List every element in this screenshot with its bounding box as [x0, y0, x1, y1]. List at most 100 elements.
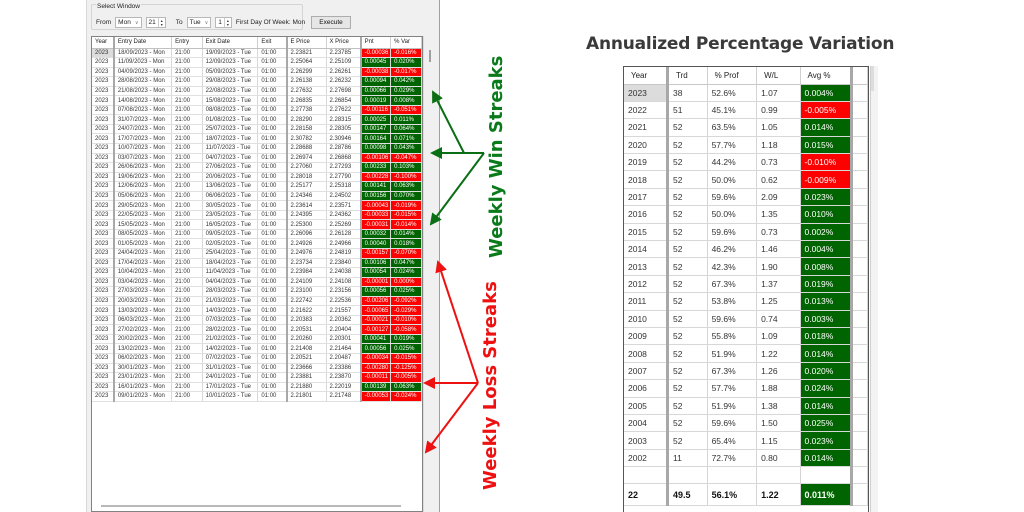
table-row[interactable]: 2023 03/04/2023 - Mon 21:00 04/04/2023 - Tu… — [92, 277, 422, 288]
table-row[interactable]: 2018 52 50.0% 0.62 -0.009% — [624, 170, 868, 189]
col-header-entry[interactable]: Entry — [171, 37, 203, 49]
col-header-var[interactable]: % Var — [390, 37, 422, 49]
table-row[interactable]: 2023 10/04/2023 - Mon 21:00 11/04/2023 - Tu… — [92, 267, 422, 278]
table-row[interactable]: 2015 52 59.6% 0.73 0.002% — [624, 223, 868, 242]
table-row[interactable]: 2016 52 50.0% 1.35 0.010% — [624, 205, 868, 224]
table-row[interactable]: 2023 14/08/2023 - Mon 21:00 15/08/2023 - Tu… — [92, 95, 422, 106]
table-row[interactable]: 2023 26/06/2023 - Mon 21:00 27/06/2023 - Tu… — [92, 162, 422, 173]
table-row[interactable]: 2023 04/09/2023 - Mon 21:00 05/09/2023 - Tu… — [92, 67, 422, 78]
table-row[interactable]: 2011 52 53.8% 1.25 0.013% — [624, 292, 868, 311]
table-row[interactable]: 2013 52 42.3% 1.90 0.008% — [624, 257, 868, 276]
table-row[interactable]: 2004 52 59.6% 1.50 0.025% — [624, 414, 868, 433]
vertical-scrollbar[interactable] — [423, 36, 435, 512]
spin-arrows-icon[interactable]: ▲ ▼ — [157, 18, 165, 27]
table-row[interactable]: 2023 06/03/2023 - Mon 21:00 07/03/2023 - Tu… — [92, 315, 422, 326]
table-row[interactable]: 2023 13/03/2023 - Mon 21:00 14/03/2023 - Tu… — [92, 305, 422, 316]
to-hour-stepper[interactable]: 1 ▲ ▼ — [215, 17, 232, 28]
exit-date-cell: 18/07/2023 - Tue — [202, 133, 259, 144]
table-row[interactable]: 2023 17/04/2023 - Mon 21:00 18/04/2023 - Tu… — [92, 258, 422, 269]
percent-profitable-cell: 51.9% — [707, 344, 758, 363]
entry-date-cell: 17/04/2023 - Mon — [113, 258, 173, 269]
col-header-wl[interactable]: W/L — [756, 67, 801, 85]
entry-price-cell: 2.22742 — [286, 296, 327, 307]
table-row[interactable]: 2023 12/06/2023 - Mon 21:00 13/06/2023 - Tu… — [92, 181, 422, 192]
table-row[interactable]: 2006 52 57.7% 1.88 0.024% — [624, 379, 868, 398]
table-row[interactable]: 2023 03/07/2023 - Mon 21:00 04/07/2023 - Tu… — [92, 153, 422, 164]
table-row[interactable]: 2023 07/08/2023 - Mon 21:00 08/08/2023 - Tu… — [92, 105, 422, 116]
percent-profitable-cell: 72.7% — [707, 449, 758, 468]
table-row[interactable]: 2023 11/09/2023 - Mon 21:00 12/09/2023 - Tu… — [92, 57, 422, 68]
col-header-entry-date[interactable]: Entry Date — [113, 37, 173, 49]
year-cell: 2019 — [624, 153, 669, 172]
table-row[interactable]: 2023 24/04/2023 - Mon 21:00 25/04/2023 - Tu… — [92, 248, 422, 259]
col-header-exit[interactable]: Exit — [257, 37, 288, 49]
table-row[interactable]: 2023 24/07/2023 - Mon 21:00 25/07/2023 - Tu… — [92, 124, 422, 135]
table-row[interactable]: 2014 52 46.2% 1.46 0.004% — [624, 240, 868, 259]
from-day-select[interactable]: Mon ∨ — [115, 17, 142, 28]
empty-row[interactable] — [624, 466, 868, 485]
table-row[interactable]: 2023 27/02/2023 - Mon 21:00 28/02/2023 - Tu… — [92, 324, 422, 335]
percent-var-cell: -0.051% — [390, 105, 422, 116]
col-header-exit-date[interactable]: Exit Date — [202, 37, 259, 49]
col-header-prof[interactable]: % Prof — [707, 67, 758, 85]
table-row[interactable]: 2023 27/03/2023 - Mon 21:00 28/03/2023 - Tu… — [92, 286, 422, 297]
table-row[interactable]: 2023 22/05/2023 - Mon 21:00 23/05/2023 - Tu… — [92, 210, 422, 221]
table-row[interactable]: 2023 20/02/2023 - Mon 21:00 21/02/2023 - Tu… — [92, 334, 422, 345]
table-row[interactable]: 2020 52 57.7% 1.18 0.015% — [624, 136, 868, 155]
table-row[interactable]: 2023 20/03/2023 - Mon 21:00 21/03/2023 - Tu… — [92, 296, 422, 307]
table-row[interactable]: 2023 05/06/2023 - Mon 21:00 06/06/2023 - Tu… — [92, 191, 422, 202]
col-header-e-price[interactable]: E Price — [286, 37, 327, 49]
table-row[interactable]: 2023 18/09/2023 - Mon 21:00 19/09/2023 - Tu… — [92, 48, 422, 59]
table-row[interactable]: 2002 11 72.7% 0.80 0.014% — [624, 449, 868, 468]
table-row[interactable]: 2009 52 55.8% 1.09 0.018% — [624, 327, 868, 346]
win-loss-cell: 2.09 — [756, 188, 801, 207]
table-row[interactable]: 2017 52 59.6% 2.09 0.023% — [624, 188, 868, 207]
scrollbar-thumb[interactable] — [429, 50, 431, 62]
table-row[interactable]: 2023 10/07/2023 - Mon 21:00 11/07/2023 - Tu… — [92, 143, 422, 154]
table-row[interactable]: 2023 19/06/2023 - Mon 21:00 20/06/2023 - Tu… — [92, 172, 422, 183]
col-header-pnt[interactable]: Pnt — [360, 37, 392, 49]
to-day-select[interactable]: Tue ∨ — [186, 17, 212, 28]
totals-row[interactable]: 22 49.5 56.1% 1.22 0.011% — [624, 483, 868, 507]
table-row[interactable]: 2023 06/02/2023 - Mon 21:00 07/02/2023 - Tu… — [92, 353, 422, 364]
execute-button[interactable]: Execute — [311, 16, 351, 29]
table-row[interactable]: 2023 30/01/2023 - Mon 21:00 31/01/2023 - Tu… — [92, 363, 422, 374]
col-header-x-price[interactable]: X Price — [326, 37, 362, 49]
table-row[interactable]: 2023 16/01/2023 - Mon 21:00 17/01/2023 - Tu… — [92, 382, 422, 393]
spin-arrows-icon[interactable]: ▲ ▼ — [223, 18, 231, 27]
table-row[interactable]: 2023 17/07/2023 - Mon 21:00 18/07/2023 - Tu… — [92, 133, 422, 144]
col-header-trd[interactable]: Trd — [667, 67, 708, 85]
horizontal-scrollbar[interactable] — [101, 505, 401, 507]
table-row[interactable]: 2012 52 67.3% 1.37 0.019% — [624, 275, 868, 294]
table-row[interactable]: 2021 52 63.5% 1.05 0.014% — [624, 118, 868, 137]
year-cell: 2023 — [92, 67, 115, 78]
annual-scrollbar[interactable] — [870, 66, 878, 512]
table-row[interactable]: 2023 21/08/2023 - Mon 21:00 22/08/2023 - Tu… — [92, 86, 422, 97]
table-row[interactable]: 2023 13/02/2023 - Mon 21:00 14/02/2023 - Tu… — [92, 343, 422, 354]
table-row[interactable]: 2003 52 65.4% 1.15 0.023% — [624, 431, 868, 450]
col-header-year[interactable]: Year — [624, 67, 669, 85]
table-row[interactable]: 2008 52 51.9% 1.22 0.014% — [624, 344, 868, 363]
table-row[interactable]: 2005 52 51.9% 1.38 0.014% — [624, 397, 868, 415]
col-header-year[interactable]: Year — [92, 37, 115, 49]
table-row[interactable]: 2023 29/05/2023 - Mon 21:00 30/05/2023 - Tu… — [92, 200, 422, 211]
percent-var-cell: 0.070% — [390, 191, 422, 202]
table-row[interactable]: 2023 08/05/2023 - Mon 21:00 09/05/2023 - Tu… — [92, 229, 422, 240]
table-row[interactable]: 2023 01/05/2023 - Mon 21:00 02/05/2023 - Tu… — [92, 238, 422, 249]
table-row[interactable]: 2023 23/01/2023 - Mon 21:00 24/01/2023 - Tu… — [92, 372, 422, 383]
entry-date-cell: 16/01/2023 - Mon — [113, 382, 173, 393]
table-row[interactable]: 2019 52 44.2% 0.73 -0.010% — [624, 153, 868, 172]
exit-price-cell: 2.25318 — [326, 181, 362, 192]
table-row[interactable]: 2023 15/05/2023 - Mon 21:00 16/05/2023 - Tu… — [92, 219, 422, 230]
entry-date-cell: 12/06/2023 - Mon — [113, 181, 173, 192]
table-row[interactable]: 2010 52 59.6% 0.74 0.003% — [624, 310, 868, 328]
table-row[interactable]: 2022 51 45.1% 0.99 -0.005% — [624, 101, 868, 120]
table-row[interactable]: 2007 52 67.3% 1.26 0.020% — [624, 362, 868, 381]
table-row[interactable]: 2023 09/01/2023 - Mon 21:00 10/01/2023 - Tu… — [92, 391, 422, 402]
table-row[interactable]: 2023 31/07/2023 - Mon 21:00 01/08/2023 - Tu… — [92, 114, 422, 125]
percent-var-cell: 0.025% — [390, 343, 422, 354]
col-header-avg[interactable]: Avg % — [800, 67, 854, 85]
table-row[interactable]: 2023 38 52.6% 1.07 0.004% — [624, 84, 868, 102]
table-row[interactable]: 2023 28/08/2023 - Mon 21:00 29/08/2023 - Tu… — [92, 76, 422, 87]
from-hour-stepper[interactable]: 21 ▲ ▼ — [145, 17, 166, 28]
